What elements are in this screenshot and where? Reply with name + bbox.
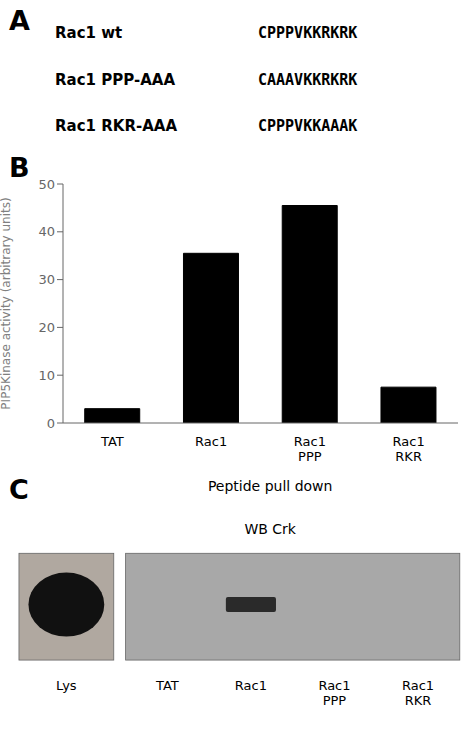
svg-text:10: 10	[38, 368, 55, 383]
svg-text:Lys: Lys	[56, 678, 77, 693]
svg-text:30: 30	[38, 272, 55, 287]
svg-text:A: A	[9, 5, 30, 36]
svg-text:Rac1 PPP-AAA: Rac1 PPP-AAA	[55, 71, 175, 89]
svg-text:TAT: TAT	[100, 434, 124, 449]
svg-text:Peptide pull down: Peptide pull down	[208, 478, 333, 494]
svg-text:Rac1RKR: Rac1RKR	[402, 678, 434, 708]
svg-text:Rac1: Rac1	[235, 678, 267, 693]
svg-text:PIP5Kinase activity (arbitrary: PIP5Kinase activity (arbitrary units)	[0, 197, 13, 409]
svg-text:C: C	[9, 474, 29, 505]
svg-text:Rac1RKR: Rac1RKR	[393, 434, 425, 464]
svg-text:40: 40	[38, 224, 55, 239]
svg-text:CAAAVKKRKRK: CAAAVKKRKRK	[258, 71, 357, 89]
svg-text:Rac1: Rac1	[195, 434, 227, 449]
svg-text:WB Crk: WB Crk	[244, 521, 296, 537]
svg-text:Rac1 RKR-AAA: Rac1 RKR-AAA	[55, 117, 177, 135]
svg-text:TAT: TAT	[155, 678, 179, 693]
svg-text:Rac1 wt: Rac1 wt	[55, 24, 122, 42]
svg-text:CPPPVKKRKRK: CPPPVKKRKRK	[258, 24, 357, 42]
html-text:B: B	[9, 152, 30, 183]
svg-text:Rac1PPP: Rac1PPP	[294, 434, 326, 464]
svg-text:20: 20	[38, 320, 55, 335]
svg-text:50: 50	[38, 177, 55, 192]
svg-text:0: 0	[47, 416, 55, 431]
svg-text:CPPPVKKAAAK: CPPPVKKAAAK	[258, 117, 357, 135]
svg-text:Rac1PPP: Rac1PPP	[318, 678, 350, 708]
